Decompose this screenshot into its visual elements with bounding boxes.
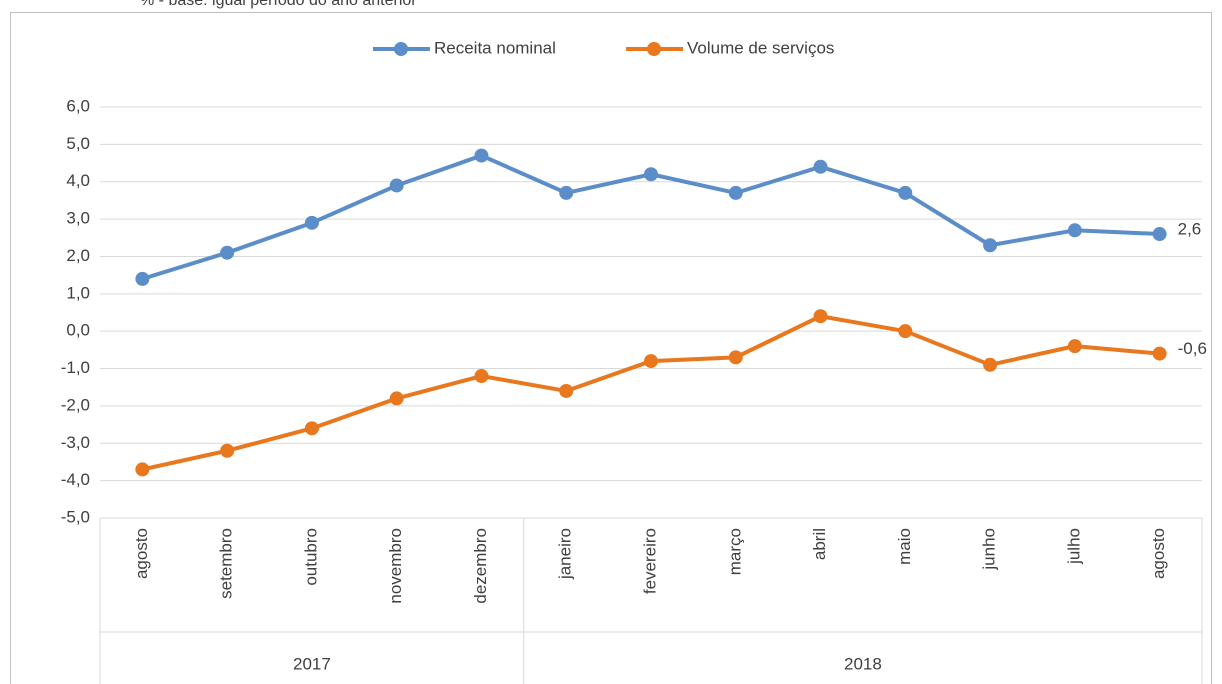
x-tick-label: julho (1064, 528, 1083, 565)
x-tick-label: fevereiro (640, 528, 659, 594)
data-point (813, 309, 828, 324)
legend-label: Volume de serviços (687, 38, 834, 57)
data-label: 2,6 (1178, 220, 1202, 239)
group-label: 2018 (844, 654, 882, 673)
data-point (474, 369, 489, 384)
y-tick-label: 4,0 (66, 171, 90, 190)
x-tick-label: maio (895, 528, 914, 565)
y-tick-label: 1,0 (66, 283, 90, 302)
chart-frame (10, 12, 1212, 684)
data-point (983, 238, 998, 253)
y-tick-label: 5,0 (66, 134, 90, 153)
x-tick-label: dezembro (471, 528, 490, 604)
data-point (474, 148, 489, 163)
x-tick-label: abril (810, 528, 829, 560)
y-tick-label: 2,0 (66, 246, 90, 265)
data-point (559, 185, 574, 200)
y-tick-label: -4,0 (61, 470, 90, 489)
y-tick-label: -3,0 (61, 433, 90, 452)
legend-marker (647, 42, 661, 56)
data-point (220, 443, 235, 458)
data-point (1067, 223, 1082, 238)
x-tick-label: novembro (386, 528, 405, 604)
y-tick-label: -1,0 (61, 358, 90, 377)
x-tick-label: setembro (217, 528, 236, 599)
x-tick-label: agosto (132, 528, 151, 579)
x-tick-label: janeiro (556, 528, 575, 580)
data-point (304, 215, 319, 230)
data-point (559, 383, 574, 398)
series-line (141, 314, 1160, 472)
data-point (813, 159, 828, 174)
data-point (644, 354, 658, 369)
data-label: -0,6 (1178, 339, 1207, 358)
y-tick-label: 6,0 (66, 96, 90, 115)
x-tick-label: outubro (301, 528, 320, 586)
data-point (983, 357, 998, 372)
data-point (135, 271, 150, 286)
data-point (220, 245, 235, 260)
data-point (304, 421, 319, 436)
y-tick-label: -5,0 (61, 507, 90, 526)
data-point (898, 324, 913, 339)
data-point (389, 178, 404, 193)
data-point (1152, 346, 1167, 361)
legend-marker (394, 42, 408, 56)
y-tick-label: 0,0 (66, 321, 90, 340)
data-point (644, 167, 658, 182)
y-tick-label: 3,0 (66, 209, 90, 228)
group-label: 2017 (293, 654, 331, 673)
data-point (1067, 339, 1082, 354)
data-point (728, 185, 743, 200)
legend-label: Receita nominal (434, 38, 556, 57)
data-point (135, 462, 150, 477)
x-tick-label: agosto (1149, 528, 1168, 579)
data-point (389, 391, 404, 406)
chart-subtitle: % - base: igual período do ano anterior (140, 0, 417, 9)
x-tick-label: junho (980, 528, 999, 571)
y-tick-label: -2,0 (61, 395, 90, 414)
data-point (898, 185, 913, 200)
data-point (1152, 227, 1167, 242)
data-point (728, 350, 743, 365)
x-tick-label: março (725, 528, 744, 575)
